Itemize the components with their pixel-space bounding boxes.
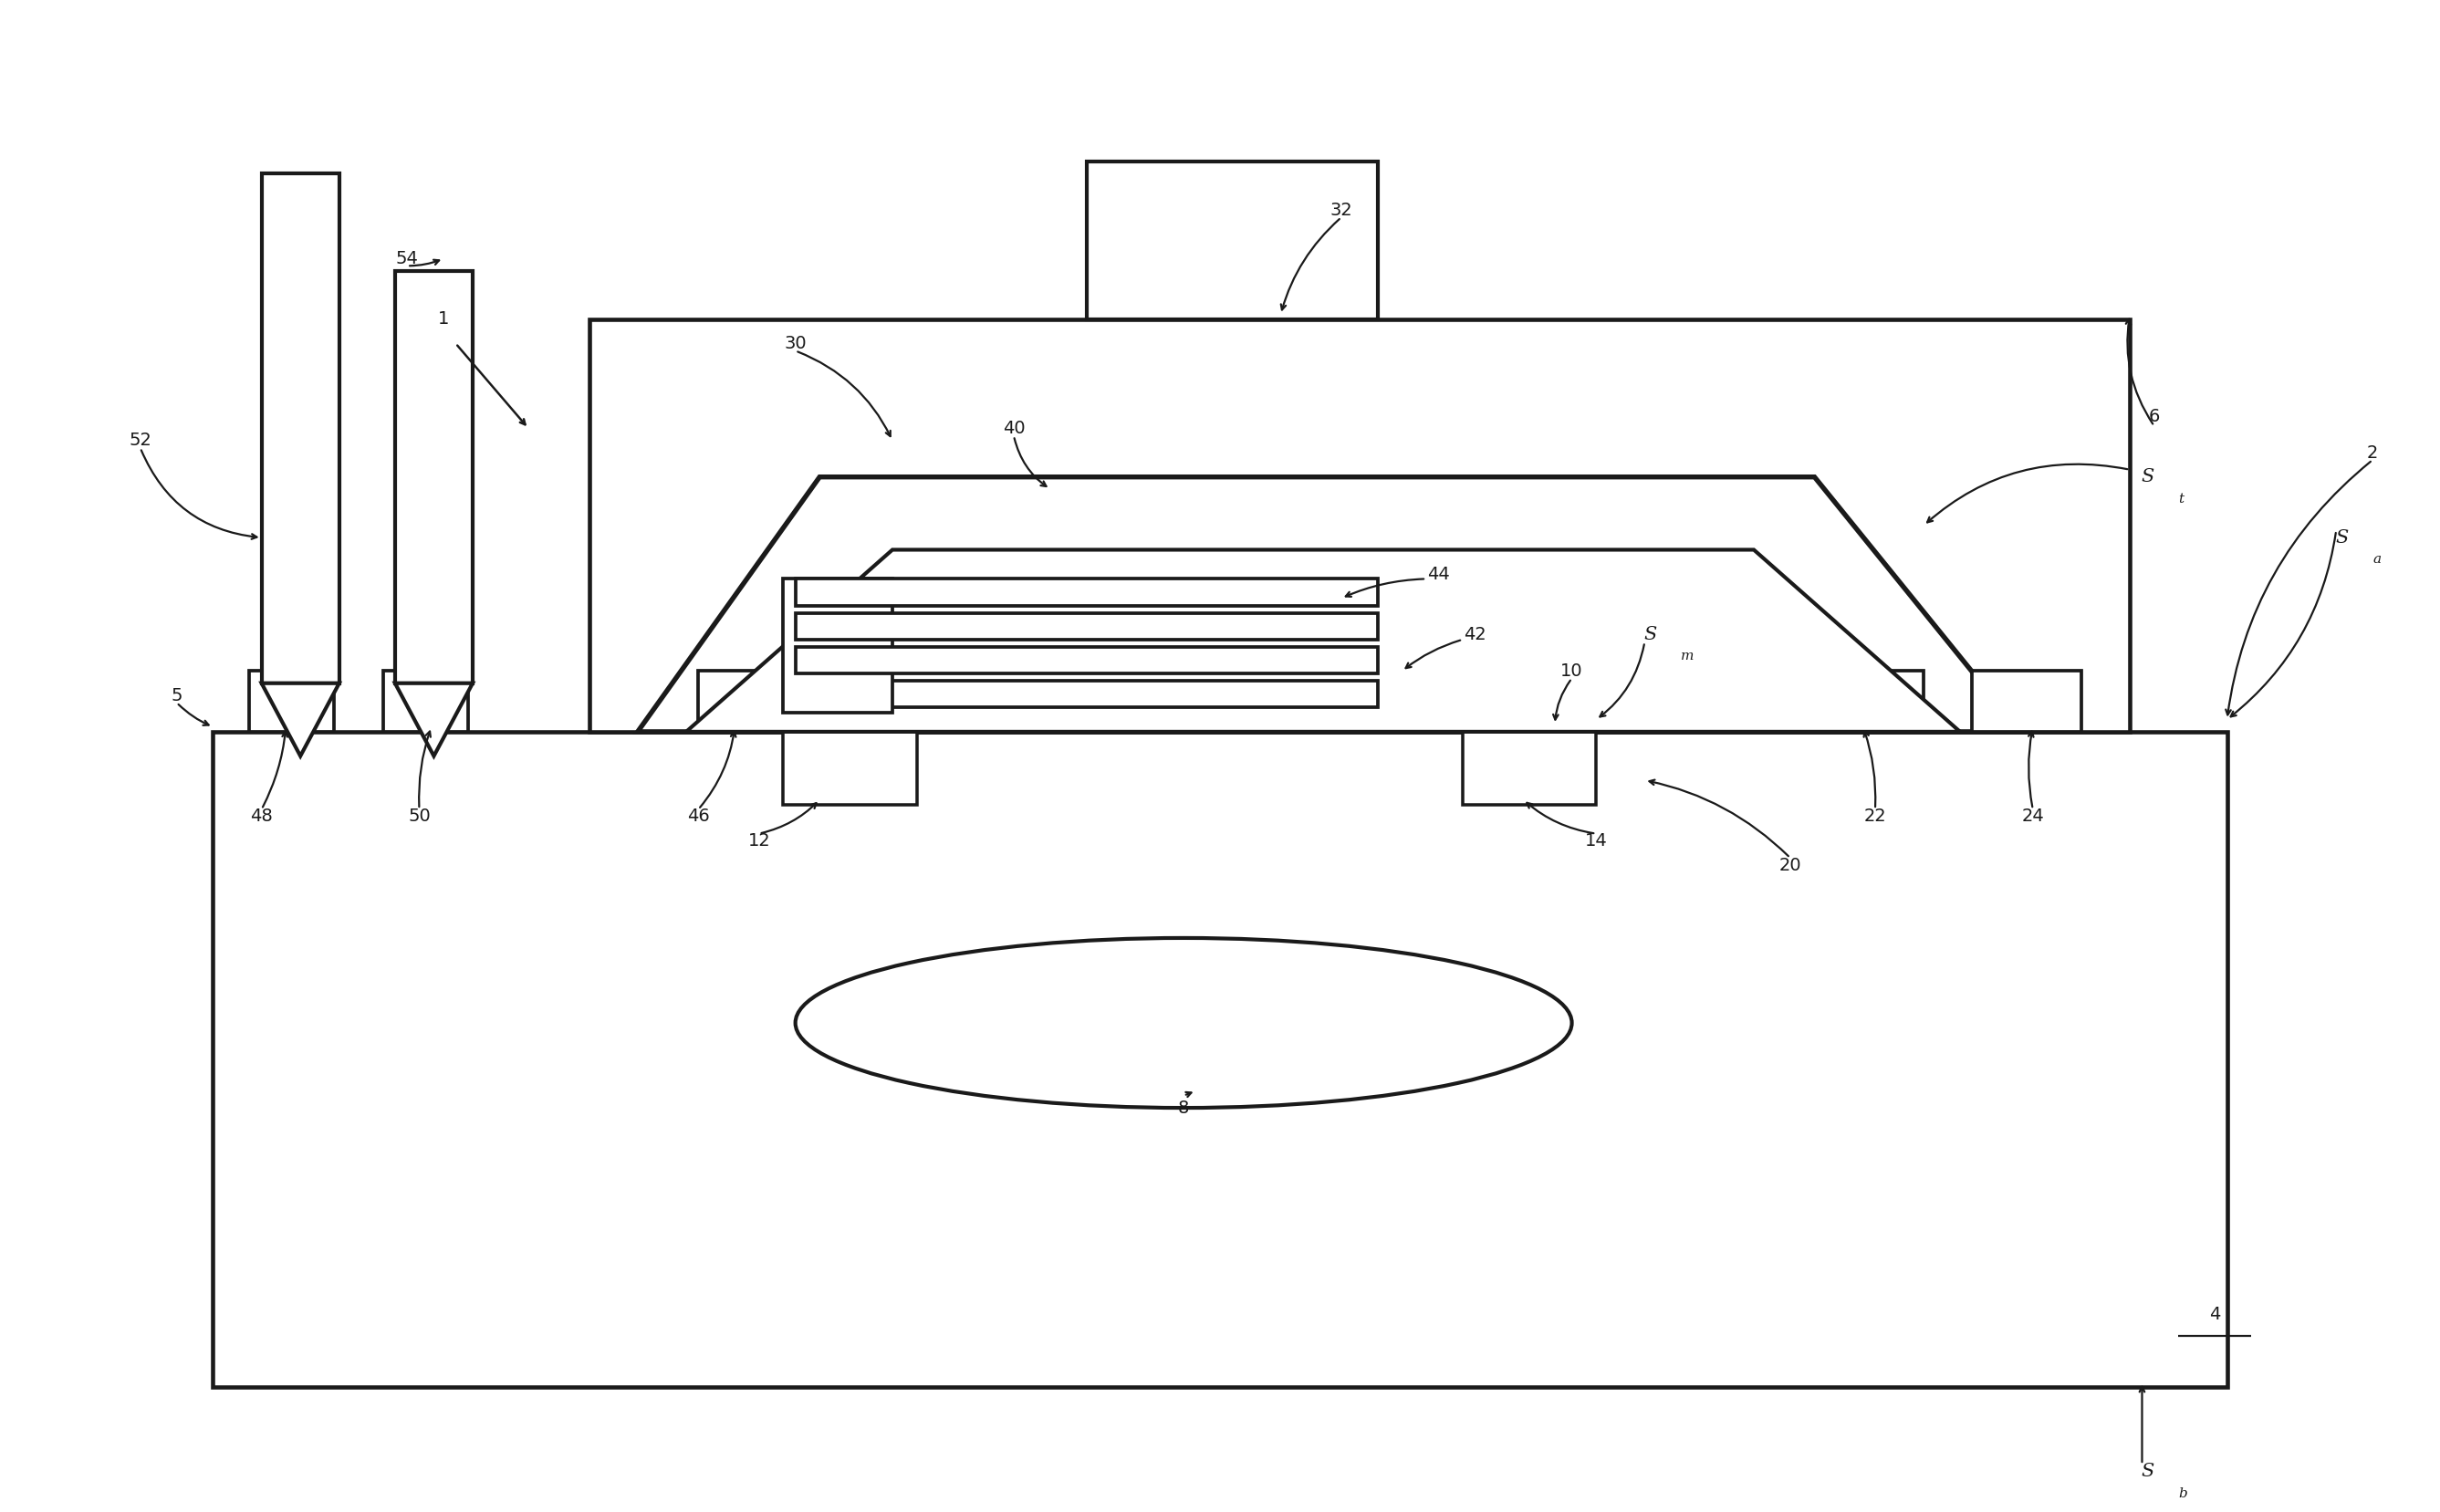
Bar — [588, 319, 2130, 732]
Bar — [795, 680, 1379, 708]
Text: 2: 2 — [2367, 445, 2379, 461]
Text: 22: 22 — [1864, 807, 1886, 826]
Bar — [1086, 162, 1379, 319]
Text: 10: 10 — [1562, 662, 1584, 680]
Bar — [261, 174, 339, 683]
Bar — [1972, 671, 2081, 732]
Text: 42: 42 — [1464, 626, 1486, 643]
Text: 1: 1 — [437, 310, 449, 328]
Text: 6: 6 — [2150, 408, 2159, 425]
Ellipse shape — [795, 937, 1571, 1108]
Text: 5: 5 — [171, 686, 183, 705]
Polygon shape — [686, 550, 1959, 732]
Text: 20: 20 — [1779, 856, 1801, 874]
Text: 30: 30 — [783, 334, 808, 352]
Text: t: t — [2179, 493, 2184, 505]
Bar — [395, 271, 473, 683]
Text: 48: 48 — [251, 807, 273, 826]
Text: 40: 40 — [1003, 420, 1025, 437]
Polygon shape — [395, 683, 473, 756]
Text: S: S — [1645, 626, 1657, 643]
Polygon shape — [637, 476, 2020, 732]
Text: S: S — [2142, 469, 2155, 485]
Bar — [795, 647, 1379, 673]
Bar — [383, 671, 468, 732]
Bar — [1462, 732, 1596, 804]
Bar — [795, 579, 1379, 606]
Bar — [1815, 671, 1923, 732]
Text: b: b — [2179, 1488, 2186, 1500]
Text: 8: 8 — [1179, 1099, 1188, 1116]
Text: 54: 54 — [395, 249, 420, 268]
Polygon shape — [261, 683, 339, 756]
Text: 14: 14 — [1586, 832, 1608, 850]
Text: 24: 24 — [2023, 807, 2045, 826]
Text: m: m — [1681, 650, 1693, 662]
Bar — [698, 671, 783, 732]
Text: 50: 50 — [407, 807, 429, 826]
Text: S: S — [2335, 529, 2347, 546]
Bar — [795, 612, 1379, 640]
Bar — [783, 732, 917, 804]
Text: 46: 46 — [688, 807, 710, 826]
Bar — [212, 732, 2228, 1387]
Text: 12: 12 — [747, 832, 771, 850]
Text: a: a — [2372, 553, 2381, 565]
Text: S: S — [2142, 1464, 2155, 1480]
Text: 4: 4 — [2208, 1305, 2220, 1323]
Text: 44: 44 — [1427, 565, 1449, 582]
Text: 52: 52 — [129, 432, 151, 449]
Bar — [249, 671, 334, 732]
Bar — [783, 579, 893, 712]
Text: 32: 32 — [1330, 201, 1352, 219]
